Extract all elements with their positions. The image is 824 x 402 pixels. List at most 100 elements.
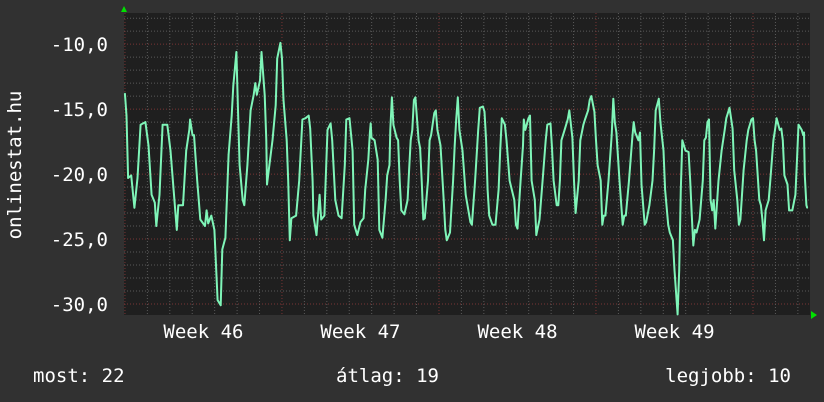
data-point (351, 149, 354, 152)
data-point (271, 139, 274, 142)
data-point (353, 223, 355, 226)
data-point (419, 147, 421, 149)
data-point (166, 123, 169, 126)
x-axis-arrow-icon (811, 311, 817, 319)
data-point (207, 222, 209, 225)
data-point (767, 199, 770, 201)
data-point (659, 121, 662, 123)
data-point (276, 57, 279, 60)
data-point (736, 199, 739, 201)
data-point (318, 194, 321, 196)
data-point (802, 134, 805, 136)
data-point (651, 179, 654, 182)
data-point (406, 199, 409, 201)
data-point (573, 179, 575, 182)
data-point (664, 188, 666, 191)
data-point (483, 110, 486, 113)
data-point (189, 118, 191, 121)
data-point (124, 92, 126, 95)
data-point (698, 218, 701, 221)
data-point (694, 229, 696, 231)
data-point (780, 127, 783, 130)
data-point (216, 299, 219, 301)
data-point (158, 194, 161, 196)
data-point (435, 109, 437, 112)
data-point (395, 136, 398, 139)
data-point (279, 42, 282, 44)
data-point (577, 179, 580, 182)
y-tick-label: -10,0 (51, 34, 108, 56)
data-point (287, 179, 290, 182)
data-point (673, 269, 676, 271)
data-point (494, 223, 497, 226)
data-point (204, 225, 206, 227)
data-point (527, 117, 530, 120)
data-point (742, 169, 745, 171)
data-point (469, 221, 472, 223)
data-point (678, 269, 681, 271)
data-point (800, 129, 803, 131)
data-point (301, 118, 304, 121)
data-point (444, 229, 447, 231)
footer-best: legjobb: 10 (665, 365, 791, 387)
data-points (124, 42, 808, 316)
data-point (246, 164, 249, 166)
data-point (723, 129, 726, 131)
data-point (474, 179, 476, 182)
data-point (191, 134, 194, 136)
data-point (486, 188, 489, 191)
data-point (326, 129, 329, 131)
data-point (804, 174, 806, 177)
data-point (408, 169, 410, 171)
data-point (442, 199, 445, 201)
data-point (504, 123, 506, 126)
data-point (690, 214, 693, 217)
data-point (711, 209, 713, 212)
y-tick-label: -15,0 (51, 99, 108, 121)
data-point (384, 199, 387, 201)
data-point (411, 129, 414, 131)
data-point (172, 188, 175, 191)
data-point (274, 104, 277, 107)
data-point (439, 144, 442, 147)
plot-area (124, 13, 810, 315)
data-point (343, 164, 346, 166)
data-point (256, 94, 258, 96)
data-point (304, 117, 307, 120)
data-point (568, 109, 571, 112)
data-point (219, 304, 222, 307)
data-point (708, 118, 710, 121)
data-point (681, 139, 684, 142)
data-point (628, 179, 630, 182)
data-point (254, 82, 257, 84)
data-point (430, 134, 432, 136)
data-point (266, 183, 268, 186)
data-point (199, 218, 202, 221)
data-point (720, 149, 723, 152)
data-point (782, 139, 784, 142)
data-point (182, 204, 184, 207)
data-point (155, 225, 158, 227)
data-point (676, 313, 679, 316)
data-point (265, 139, 268, 142)
x-axis-ticks: Week 46 Week 47 Week 48 Week 49 (163, 321, 714, 343)
data-point (508, 179, 511, 182)
x-tick-label: Week 49 (634, 321, 714, 343)
data-point (205, 209, 208, 212)
data-point (637, 139, 640, 142)
data-point (153, 201, 156, 204)
data-point (263, 94, 266, 96)
data-point (471, 223, 473, 226)
data-point (298, 179, 301, 182)
data-point (392, 123, 395, 126)
data-point (516, 227, 519, 230)
data-point (760, 204, 762, 207)
data-point (367, 158, 370, 161)
x-tick-label: Week 48 (477, 321, 557, 343)
data-point (329, 122, 332, 125)
data-point (524, 129, 527, 131)
x-tick-label: Week 46 (163, 321, 243, 343)
data-point (750, 118, 753, 121)
data-point (290, 217, 293, 220)
data-point (549, 122, 552, 125)
